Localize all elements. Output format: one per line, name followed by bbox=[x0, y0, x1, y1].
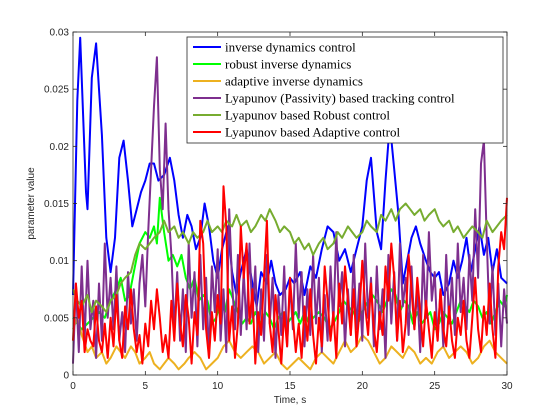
y-tick-label: 0.015 bbox=[44, 199, 69, 210]
x-tick-label: 0 bbox=[70, 381, 76, 392]
y-tick-label: 0.025 bbox=[44, 85, 69, 96]
x-tick-label: 5 bbox=[143, 381, 149, 392]
legend-label-5: Lyapunov based Robust control bbox=[225, 108, 390, 123]
x-tick-label: 30 bbox=[501, 381, 513, 392]
legend-label-6: Lyapunov based Adaptive control bbox=[225, 125, 400, 140]
x-tick-label: 15 bbox=[284, 381, 296, 392]
legend-label-4: Lyapunov (Passivity) based tracking cont… bbox=[225, 91, 455, 106]
series-layer bbox=[72, 36, 508, 371]
x-tick-label: 25 bbox=[429, 381, 441, 392]
legend-label-3: adaptive inverse dynamics bbox=[225, 74, 363, 89]
series-line-5 bbox=[72, 202, 508, 314]
series-line-6 bbox=[72, 185, 508, 365]
y-tick-label: 0.02 bbox=[50, 142, 70, 153]
y-tick-label: 0.01 bbox=[50, 256, 70, 267]
x-axis-label: Time, s bbox=[274, 395, 306, 406]
legend: inverse dynamics control robust inverse d… bbox=[186, 36, 504, 144]
x-tick-label: 20 bbox=[357, 381, 369, 392]
y-tick-label: 0 bbox=[63, 371, 69, 382]
y-tick-label: 0.005 bbox=[44, 313, 69, 324]
y-axis-label: parameter value bbox=[26, 167, 37, 240]
tick-layer: 0 5 10 15 20 25 30 0 0.005 0.01 0.015 0.02 0.025 0.03 bbox=[44, 28, 513, 393]
legend-label-1: inverse dynamics control bbox=[225, 40, 356, 55]
legend-box bbox=[186, 36, 504, 144]
x-tick-label: 10 bbox=[212, 381, 224, 392]
legend-label-2: robust inverse dynamics bbox=[225, 57, 351, 72]
y-tick-label: 0.03 bbox=[50, 28, 70, 39]
series-line-3 bbox=[72, 316, 508, 371]
